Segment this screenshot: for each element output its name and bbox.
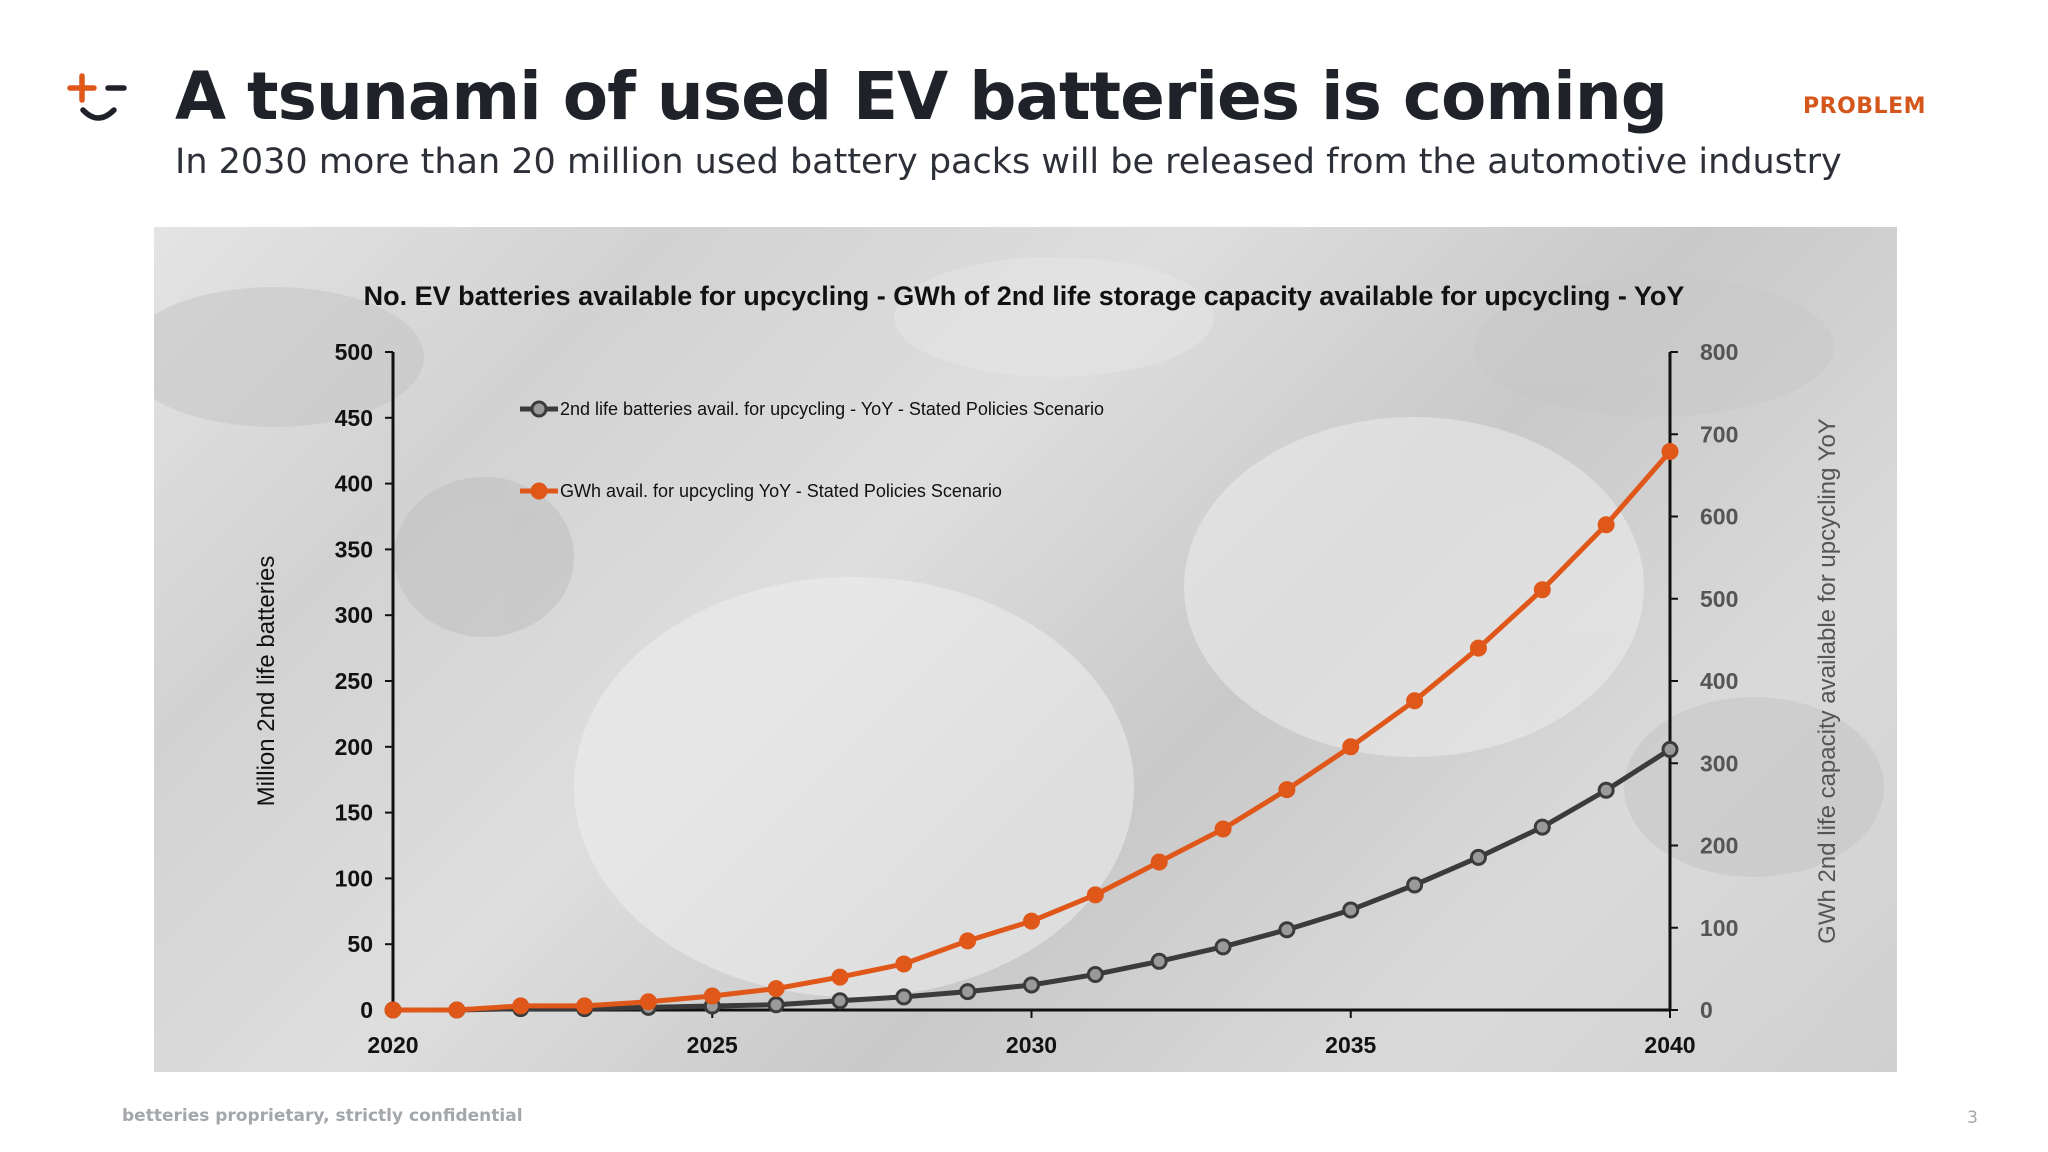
- y-tick-label-right: 600: [1700, 504, 1738, 530]
- y-tick-label-left: 300: [335, 602, 373, 628]
- data-point-series-2: [1597, 516, 1615, 534]
- data-point-series-2: [831, 968, 849, 986]
- data-point-series-1: [1150, 952, 1168, 970]
- data-point-series-1: [1661, 740, 1679, 758]
- data-point-series-1: [1023, 976, 1040, 994]
- y-tick-label-left: 50: [347, 931, 373, 957]
- y-tick-label-right: 500: [1700, 586, 1738, 612]
- y-tick-label-right: 200: [1700, 833, 1738, 859]
- x-tick-label: 2025: [687, 1032, 738, 1058]
- page-number: 3: [1967, 1108, 1978, 1128]
- y-tick-label-left: 100: [335, 865, 373, 891]
- data-point-series-2: [1469, 639, 1487, 657]
- data-point-series-1: [895, 988, 913, 1006]
- x-tick-label: 2020: [367, 1032, 418, 1058]
- x-tick-label: 2035: [1325, 1032, 1376, 1058]
- y-axis-label-right: GWh 2nd life capacity available for upcy…: [1814, 418, 1841, 944]
- data-point-series-2: [703, 987, 721, 1005]
- data-point-series-2: [639, 993, 657, 1011]
- y-tick-label-right: 100: [1700, 915, 1738, 941]
- data-point-series-2: [576, 997, 594, 1015]
- y-tick-label-left: 150: [335, 800, 373, 826]
- legend-label-1: 2nd life batteries avail. for upcycling …: [560, 399, 1104, 419]
- y-axis-label-left: Million 2nd life batteries: [253, 556, 280, 807]
- data-point-series-2: [895, 955, 913, 973]
- x-tick-label: 2040: [1644, 1032, 1695, 1058]
- data-point-series-1: [767, 996, 785, 1014]
- page-subtitle: In 2030 more than 20 million used batter…: [175, 142, 1842, 182]
- data-point-series-1: [959, 983, 977, 1001]
- data-point-series-2: [767, 980, 785, 998]
- data-point-series-1: [1406, 876, 1424, 894]
- y-tick-label-right: 0: [1700, 997, 1713, 1023]
- y-tick-label-right: 700: [1700, 421, 1738, 447]
- y-tick-label-right: 300: [1700, 750, 1738, 776]
- chart-title: No. EV batteries available for upcycling…: [364, 281, 1685, 311]
- data-point-series-2: [448, 1001, 466, 1019]
- y-tick-label-right: 400: [1700, 668, 1738, 694]
- data-point-series-2: [1150, 853, 1168, 871]
- confidential-note: betteries proprietary, strictly confiden…: [122, 1106, 523, 1126]
- data-point-series-2: [1342, 738, 1360, 756]
- background-photo: [154, 257, 1884, 997]
- legend-swatch-marker-1: [530, 400, 548, 418]
- y-tick-label-left: 450: [335, 405, 373, 431]
- data-point-series-2: [959, 932, 977, 950]
- data-point-series-2: [1406, 692, 1424, 710]
- y-tick-label-left: 250: [335, 668, 373, 694]
- legend-label-2: GWh avail. for upcycling YoY - Stated Po…: [560, 481, 1002, 501]
- y-tick-label-left: 500: [335, 339, 373, 365]
- data-point-series-1: [1597, 781, 1615, 799]
- data-point-series-2: [1278, 781, 1296, 799]
- data-point-series-1: [1342, 901, 1360, 919]
- legend-swatch-marker-2: [530, 482, 548, 500]
- betteries-logo-icon: [67, 73, 127, 121]
- y-tick-label-left: 350: [335, 536, 373, 562]
- section-tag: PROBLEM: [1803, 94, 1926, 119]
- data-point-series-2: [384, 1001, 402, 1019]
- data-point-series-1: [1278, 921, 1296, 939]
- data-point-series-1: [1214, 938, 1232, 956]
- data-point-series-2: [1214, 820, 1232, 838]
- page-title: A tsunami of used EV batteries is coming: [175, 58, 1668, 135]
- chart-panel: No. EV batteries available for upcycling…: [154, 227, 1897, 1072]
- line-chart: No. EV batteries available for upcycling…: [154, 257, 1884, 1058]
- data-point-series-1: [1469, 848, 1487, 866]
- data-point-series-2: [1023, 912, 1040, 930]
- y-tick-label-left: 200: [335, 734, 373, 760]
- data-point-series-2: [1661, 443, 1679, 461]
- data-point-series-2: [1533, 581, 1551, 599]
- x-tick-label: 2030: [1006, 1032, 1057, 1058]
- data-point-series-1: [1533, 818, 1551, 836]
- y-tick-label-left: 400: [335, 471, 373, 497]
- data-point-series-1: [1086, 965, 1104, 983]
- data-point-series-2: [1086, 886, 1104, 904]
- data-point-series-2: [512, 997, 530, 1015]
- y-tick-label-right: 800: [1700, 339, 1738, 365]
- data-point-series-1: [831, 992, 849, 1010]
- y-tick-label-left: 0: [360, 997, 373, 1023]
